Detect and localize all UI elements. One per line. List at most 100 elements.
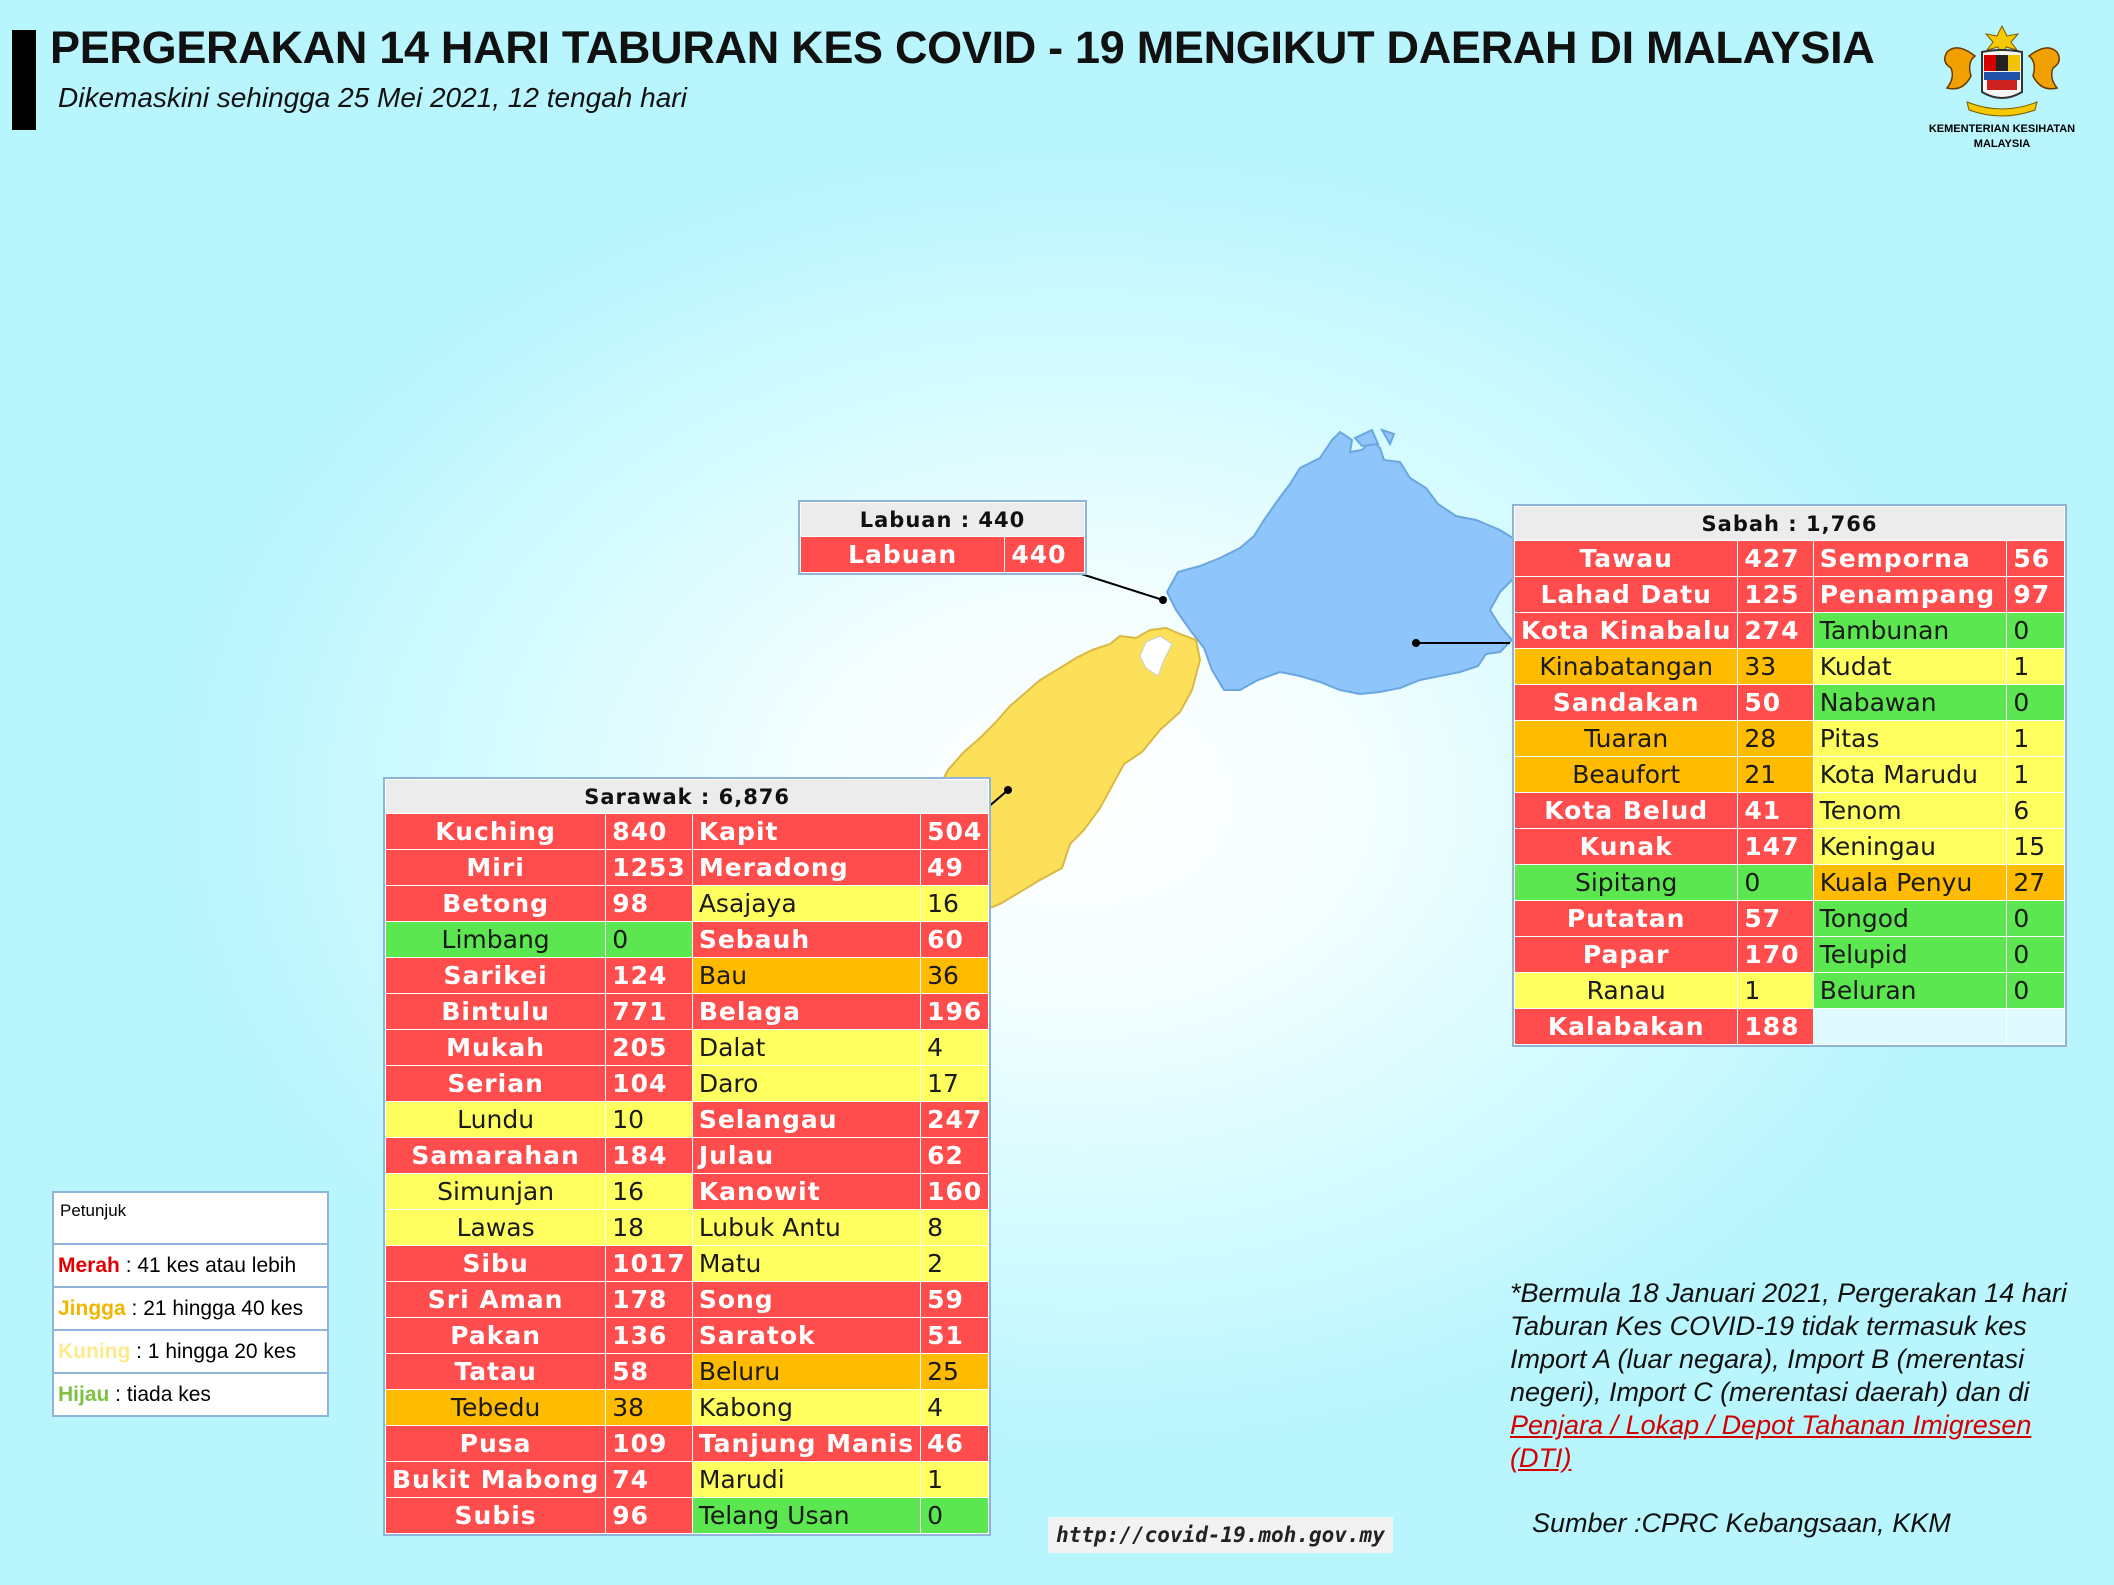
table-row: Kuching 840 Kapit 504 [384, 813, 990, 850]
legend-item-jingga: Jingga : 21 hingga 40 kes [54, 1288, 327, 1331]
district-cases: 1 [920, 1461, 990, 1498]
district-name: Mukah [384, 1029, 607, 1066]
district-cases: 49 [920, 849, 990, 886]
table-row: Sarikei 124 Bau 36 [384, 957, 990, 994]
district-name: Sri Aman [384, 1281, 607, 1318]
district-cases: 196 [920, 993, 990, 1030]
table-row: Lawas 18 Lubuk Antu 8 [384, 1209, 990, 1246]
district-cases: 10 [605, 1101, 693, 1138]
district-name: Beluru [691, 1353, 922, 1390]
table-row: Tawau 427 Semporna 56 [1513, 540, 2065, 577]
table-row: Bintulu 771 Belaga 196 [384, 993, 990, 1030]
district-name: Kinabatangan [1513, 648, 1739, 685]
website-url[interactable]: http://covid-19.moh.gov.my [1048, 1517, 1393, 1553]
legend-label: Jingga [58, 1297, 126, 1320]
district-name: Pusa [384, 1425, 607, 1462]
labuan-marker [1159, 596, 1167, 604]
district-name: Pakan [384, 1317, 607, 1354]
district-name: Miri [384, 849, 607, 886]
district-cases: 4 [920, 1029, 990, 1066]
district-name: Lubuk Antu [691, 1209, 922, 1246]
district-cases: 0 [1737, 864, 1814, 901]
footnote-link[interactable]: Penjara / Lokap / Depot Tahanan Imigrese… [1510, 1410, 2032, 1473]
district-cases: 58 [605, 1353, 693, 1390]
district-cases: 8 [920, 1209, 990, 1246]
sabah-table: Sabah : 1,766 Tawau 427 Semporna 56 Lahad Da… [1512, 504, 2067, 1047]
district-name: Penampang [1812, 576, 2008, 613]
brunei-region [1139, 635, 1173, 677]
sarawak-table: Sarawak : 6,876 Kuching 840 Kapit 504 Miri 12… [382, 777, 992, 1536]
table-row: Beaufort 21 Kota Marudu 1 [1513, 756, 2065, 793]
table-row: Simunjan 16 Kanowit 160 [384, 1173, 990, 1210]
table-row: Sandakan 50 Nabawan 0 [1513, 684, 2065, 721]
district-cases: 840 [605, 813, 693, 850]
district-cases: 0 [2006, 936, 2065, 973]
table-row: Lahad Datu 125 Penampang 97 [1513, 576, 2065, 613]
district-cases: 17 [920, 1065, 990, 1102]
district-cases: 440 [1004, 536, 1085, 573]
table-row: Pakan 136 Saratok 51 [384, 1317, 990, 1354]
district-cases: 33 [1737, 648, 1814, 685]
labuan-table: Labuan : 440 Labuan 440 [798, 500, 1087, 575]
sarawak-table-title: Sarawak : 6,876 [384, 779, 990, 814]
district-cases: 1 [2006, 720, 2065, 757]
district-name: Sebauh [691, 921, 922, 958]
district-cases: 1 [2006, 756, 2065, 793]
district-name: Julau [691, 1137, 922, 1174]
district-cases: 0 [2006, 612, 2065, 649]
district-name: Lahad Datu [1513, 576, 1739, 613]
district-name: Beluran [1812, 972, 2008, 1009]
district-cases: 15 [2006, 828, 2065, 865]
district-cases: 74 [605, 1461, 693, 1498]
district-name: Kapit [691, 813, 922, 850]
district-name: Kunak [1513, 828, 1739, 865]
district-name: Semporna [1812, 540, 2008, 577]
district-name: Kabong [691, 1389, 922, 1426]
district-name: Kota Marudu [1812, 756, 2008, 793]
district-cases: 1 [1737, 972, 1814, 1009]
district-name: Matu [691, 1245, 922, 1282]
district-cases: 97 [2006, 576, 2065, 613]
district-name: Sibu [384, 1245, 607, 1282]
district-cases: 6 [2006, 792, 2065, 829]
district-cases [2006, 1008, 2065, 1045]
district-cases: 427 [1737, 540, 1814, 577]
district-cases: 205 [605, 1029, 693, 1066]
district-name: Kuala Penyu [1812, 864, 2008, 901]
moh-logo: KEMENTERIAN KESIHATAN MALAYSIA [1912, 22, 2092, 152]
district-name: Lawas [384, 1209, 607, 1246]
district-name: Daro [691, 1065, 922, 1102]
district-cases: 38 [605, 1389, 693, 1426]
district-cases: 109 [605, 1425, 693, 1462]
table-row: Limbang 0 Sebauh 60 [384, 921, 990, 958]
district-cases: 18 [605, 1209, 693, 1246]
district-name: Lundu [384, 1101, 607, 1138]
legend-heading: Petunjuk [54, 1193, 327, 1245]
legend-desc: : 41 kes atau lebih [119, 1254, 297, 1277]
district-cases: 170 [1737, 936, 1814, 973]
district-name: Kalabakan [1513, 1008, 1739, 1045]
district-cases: 504 [920, 813, 990, 850]
district-name: Tatau [384, 1353, 607, 1390]
district-cases: 51 [920, 1317, 990, 1354]
district-cases: 50 [1737, 684, 1814, 721]
district-name: Samarahan [384, 1137, 607, 1174]
district-cases: 28 [1737, 720, 1814, 757]
district-name: Beaufort [1513, 756, 1739, 793]
district-cases: 136 [605, 1317, 693, 1354]
district-cases: 0 [2006, 972, 2065, 1009]
table-row: Miri 1253 Meradong 49 [384, 849, 990, 886]
district-name: Tawau [1513, 540, 1739, 577]
table-row: Mukah 205 Dalat 4 [384, 1029, 990, 1066]
legend-item-kuning: Kuning : 1 hingga 20 kes [54, 1331, 327, 1374]
district-cases: 57 [1737, 900, 1814, 937]
district-cases: 59 [920, 1281, 990, 1318]
district-cases: 104 [605, 1065, 693, 1102]
district-cases: 1017 [605, 1245, 693, 1282]
district-cases: 56 [2006, 540, 2065, 577]
sarawak-marker [1004, 786, 1012, 794]
page-subtitle: Dikemaskini sehingga 25 Mei 2021, 12 ten… [58, 82, 687, 113]
district-name: Pitas [1812, 720, 2008, 757]
table-row: Kota Kinabalu 274 Tambunan 0 [1513, 612, 2065, 649]
district-name: Saratok [691, 1317, 922, 1354]
